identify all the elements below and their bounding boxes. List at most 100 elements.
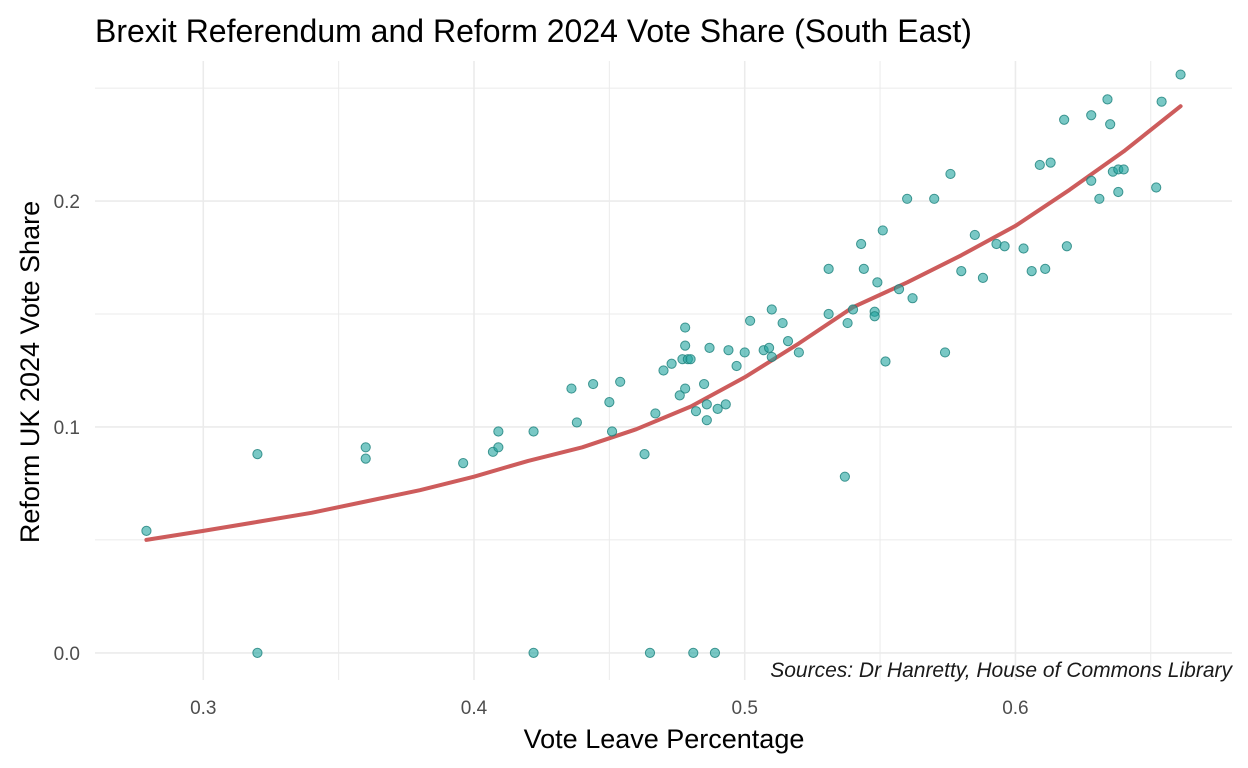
scatter-point — [1034, 159, 1045, 171]
scatter-point — [493, 442, 504, 453]
scatter-point — [588, 378, 599, 390]
scatter-point — [644, 647, 656, 658]
scatter-point — [1086, 110, 1097, 121]
scatter-point — [252, 448, 263, 460]
scatter-point — [360, 453, 371, 464]
scatter-point — [720, 399, 731, 410]
scatter-point — [842, 317, 853, 329]
scatter-point — [674, 390, 685, 401]
chart-title: Brexit Referendum and Reform 2024 Vote S… — [95, 13, 972, 49]
scatter-point — [777, 317, 788, 329]
scatter-point — [731, 360, 742, 372]
scatter-point — [606, 426, 618, 437]
scatter-point — [1102, 94, 1113, 105]
scatter-point — [680, 340, 691, 351]
chart-caption: Sources: Dr Hanretty, House of Commons L… — [770, 659, 1233, 682]
scatter-point — [615, 376, 626, 387]
x-axis-ticks: 0.3 0.4 0.5 0.6 — [190, 698, 1029, 719]
scatter-point — [839, 471, 850, 482]
scatter-point — [723, 345, 734, 356]
scatter-point — [1040, 263, 1051, 274]
scatter-point — [929, 193, 940, 204]
scatter-point — [658, 365, 669, 376]
scatter-point — [872, 277, 883, 288]
scatter-point — [571, 417, 582, 428]
x-axis-title: Vote Leave Percentage — [524, 724, 805, 754]
scatter-point — [877, 225, 888, 236]
scatter-point — [907, 293, 918, 304]
scatter-point — [639, 448, 650, 460]
scatter-point — [739, 347, 750, 358]
scatter-point — [252, 647, 263, 658]
scatter-point — [688, 647, 699, 658]
scatter-point — [1151, 182, 1162, 193]
scatter-point — [701, 415, 712, 426]
scatter-point — [763, 342, 775, 354]
scatter-point — [699, 378, 710, 390]
scatter-point — [493, 426, 504, 437]
scatter-point — [528, 426, 539, 437]
scatter-point — [856, 238, 867, 250]
scatter-point — [766, 304, 777, 315]
scatter-point — [704, 342, 715, 354]
scatter-point — [1061, 241, 1072, 252]
scatter-point — [680, 383, 691, 394]
y-axis-title: Reform UK 2024 Vote Share — [15, 201, 45, 543]
scatter-point — [701, 399, 712, 410]
scatter-point — [566, 383, 577, 394]
scatter-point — [1105, 119, 1116, 130]
scatter-point — [1113, 186, 1124, 198]
scatter-point — [1045, 157, 1056, 168]
scatter-point — [782, 336, 794, 347]
grid-minor — [95, 61, 1232, 680]
y-axis-ticks: 0.0 0.1 0.2 — [54, 192, 80, 665]
grid-major — [95, 61, 1232, 680]
y-tick-label: 0.2 — [54, 192, 80, 213]
y-tick-label: 0.0 — [54, 644, 80, 665]
scatter-point — [1094, 193, 1105, 204]
scatter-point — [847, 304, 859, 315]
scatter-point — [1026, 265, 1037, 277]
scatter-point — [666, 358, 677, 369]
scatter-point — [141, 525, 152, 536]
points-layer — [141, 69, 1186, 658]
scatter-point — [999, 241, 1010, 252]
scatter-point — [1175, 69, 1186, 80]
scatter-point — [690, 406, 702, 417]
scatter-point — [939, 347, 951, 358]
scatter-point — [685, 354, 696, 365]
scatter-point — [956, 265, 967, 277]
scatter-point — [528, 647, 539, 658]
scatter-point — [858, 263, 869, 274]
scatter-point — [1018, 243, 1029, 254]
scatter-point — [945, 168, 956, 180]
scatter-point — [650, 408, 661, 419]
scatter-point — [458, 458, 469, 469]
scatter-point — [969, 229, 980, 241]
scatter-point — [604, 397, 615, 408]
scatter-point — [1086, 175, 1097, 186]
scatter-point — [709, 647, 721, 658]
scatter-point — [766, 351, 777, 363]
x-tick-label: 0.6 — [1002, 698, 1028, 719]
scatter-point — [1118, 164, 1129, 175]
scatter-point — [902, 193, 913, 204]
scatter-point — [823, 263, 834, 274]
scatter-point — [823, 308, 834, 320]
y-tick-label: 0.1 — [54, 418, 80, 439]
scatter-point — [793, 347, 804, 358]
scatter-point — [1059, 114, 1070, 125]
scatter-point — [880, 356, 891, 367]
scatter-point — [977, 272, 989, 283]
scatter-point — [893, 284, 905, 295]
x-tick-label: 0.5 — [732, 698, 758, 719]
x-tick-label: 0.4 — [461, 698, 488, 719]
scatter-point — [1156, 96, 1167, 107]
scatter-point — [680, 322, 691, 333]
scatter-point — [712, 403, 723, 415]
x-tick-label: 0.3 — [190, 698, 216, 719]
scatter-point — [745, 315, 756, 326]
scatter-point — [360, 442, 371, 453]
scatter-point — [869, 311, 880, 322]
